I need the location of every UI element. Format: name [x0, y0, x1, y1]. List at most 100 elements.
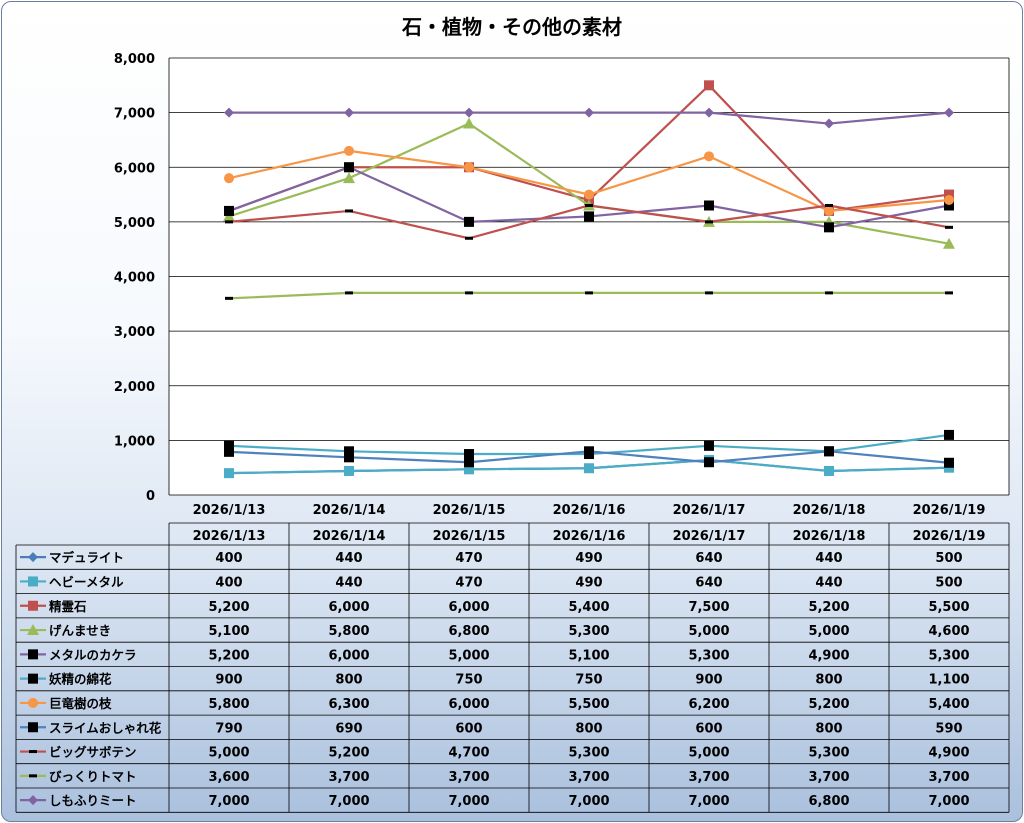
table-cell: 500 — [935, 575, 962, 590]
x-axis-labels: 2026/1/13 2026/1/14 2026/1/15 2026/1/16 2026… — [193, 503, 986, 518]
table-cell: 5,300 — [808, 746, 849, 761]
table-header-cell: 2026/1/13 — [193, 529, 266, 544]
data-point — [225, 220, 233, 224]
y-tick-label: 6,000 — [114, 161, 155, 176]
table-cell: 5,300 — [568, 746, 609, 761]
data-point — [585, 291, 593, 295]
table-cell: 500 — [935, 551, 962, 566]
x-tick-label: 2026/1/13 — [193, 503, 266, 518]
legend-key — [20, 697, 46, 708]
table-cell: 800 — [815, 673, 842, 688]
table-cell: 5,400 — [568, 600, 609, 615]
table-cell: 7,000 — [328, 794, 369, 809]
data-point — [464, 216, 474, 227]
data-point — [464, 457, 474, 468]
table-cell: 440 — [815, 551, 842, 566]
data-point — [704, 440, 714, 451]
data-point — [27, 624, 39, 636]
series-group — [224, 446, 954, 468]
table-cell: 5,800 — [328, 624, 369, 639]
data-point — [28, 552, 38, 563]
data-point — [29, 774, 37, 778]
table-cell: 5,000 — [688, 624, 729, 639]
data-point — [824, 222, 834, 233]
data-point — [704, 457, 714, 468]
series-name: げんませき — [49, 623, 111, 638]
data-point — [944, 457, 954, 468]
table-cell: 4,900 — [808, 648, 849, 663]
data-point — [584, 463, 594, 474]
table-header-cell: 2026/1/17 — [673, 529, 746, 544]
table-cell: 1,100 — [928, 673, 969, 688]
data-point — [465, 236, 473, 240]
x-tick-label: 2026/1/16 — [553, 503, 626, 518]
table-cell: 7,000 — [208, 794, 249, 809]
table-cell: 490 — [575, 551, 602, 566]
x-tick-label: 2026/1/18 — [793, 503, 866, 518]
data-point — [463, 117, 475, 129]
table-cell: 6,000 — [328, 648, 369, 663]
table-cell: 6,000 — [448, 697, 489, 712]
y-tick-label: 7,000 — [114, 107, 155, 122]
data-point — [705, 220, 713, 224]
x-tick-label: 2026/1/14 — [313, 503, 386, 518]
table-cell: 3,700 — [328, 770, 369, 785]
data-point — [945, 291, 953, 295]
table-header-cell: 2026/1/19 — [913, 529, 986, 544]
legend-key — [20, 722, 46, 733]
series-name: ヘビーメタル — [49, 574, 124, 589]
data-point — [825, 291, 833, 295]
data-point — [344, 452, 354, 463]
series-name: メタルのカケラ — [49, 647, 137, 662]
data-point — [345, 209, 353, 213]
legend-key — [20, 673, 46, 684]
table-cell: 7,000 — [688, 794, 729, 809]
data-point — [824, 118, 834, 129]
data-point — [704, 107, 714, 118]
series-name: スライムおしゃれ花 — [49, 720, 162, 735]
y-tick-label: 1,000 — [114, 434, 155, 449]
series-group — [225, 203, 953, 240]
table-cell: 400 — [215, 575, 242, 590]
table-cell: 750 — [575, 673, 602, 688]
y-tick-label: 3,000 — [114, 325, 155, 340]
table-cell: 3,700 — [688, 770, 729, 785]
table-cell: 5,200 — [328, 746, 369, 761]
legend-key — [20, 576, 46, 587]
data-point — [224, 107, 234, 118]
table-cell: 5,500 — [568, 697, 609, 712]
table-cell: 5,200 — [208, 600, 249, 615]
table-cell: 5,800 — [208, 697, 249, 712]
data-point — [28, 600, 38, 611]
data-point — [28, 673, 38, 684]
data-point — [345, 291, 353, 295]
data-point — [224, 446, 234, 457]
table-cell: 6,200 — [688, 697, 729, 712]
table-cell: 640 — [695, 551, 722, 566]
table-cell: 3,700 — [568, 770, 609, 785]
data-point — [944, 429, 954, 440]
table-cell: 7,000 — [448, 794, 489, 809]
data-point — [824, 205, 834, 216]
data-point — [944, 189, 954, 200]
legend-key — [20, 774, 46, 778]
data-point — [224, 205, 234, 216]
data-point — [943, 237, 955, 249]
y-axis-labels: 0 1,000 2,000 3,000 4,000 5,000 6,000 7,000 8,00… — [114, 52, 155, 504]
table-cell: 800 — [815, 721, 842, 736]
data-point — [464, 449, 474, 460]
series-group — [224, 145, 954, 216]
data-point — [344, 446, 354, 457]
data-point — [28, 795, 38, 806]
table-cell: 470 — [455, 575, 482, 590]
data-point — [944, 195, 954, 206]
y-tick-label: 2,000 — [114, 380, 155, 395]
table-cell: 3,700 — [448, 770, 489, 785]
table-cell: 400 — [215, 551, 242, 566]
data-point — [824, 465, 834, 476]
table-cell: 6,800 — [448, 624, 489, 639]
data-point — [225, 296, 233, 300]
series-group — [224, 107, 954, 129]
data-point — [224, 173, 234, 184]
